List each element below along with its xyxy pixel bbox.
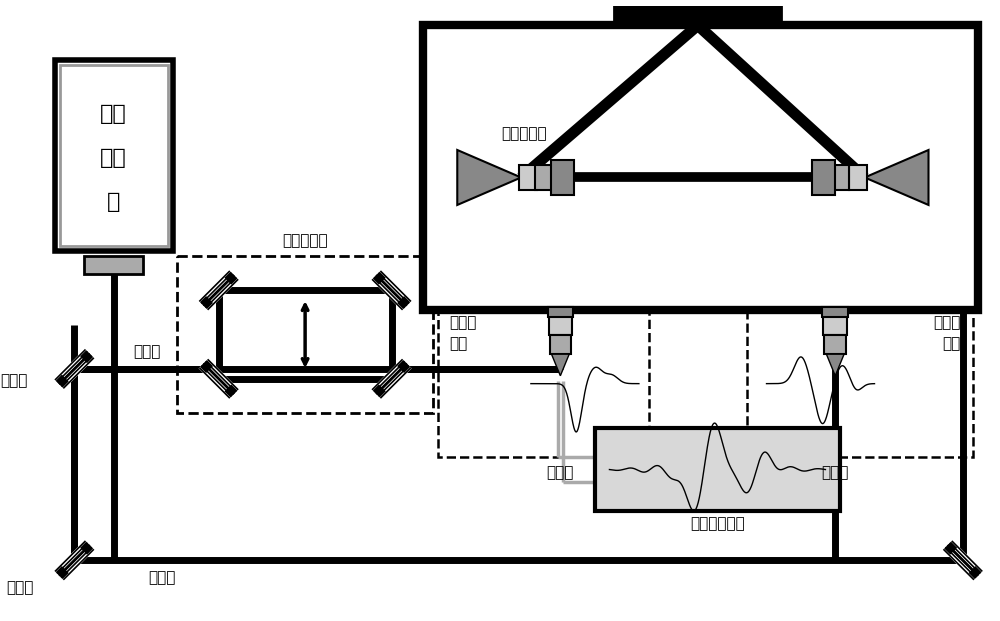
Polygon shape (826, 354, 844, 376)
Bar (84, 256, 143, 274)
Bar (595, 428, 840, 511)
Text: 器: 器 (107, 192, 120, 212)
Bar (849, 165, 867, 190)
Text: 反射镜: 反射镜 (7, 581, 34, 596)
Text: 光电导
天线: 光电导 天线 (934, 315, 961, 351)
Text: 飞秒: 飞秒 (100, 104, 127, 124)
Bar (823, 315, 847, 335)
Bar (177, 256, 433, 413)
Bar (614, 0, 781, 25)
Bar (60, 65, 168, 246)
Polygon shape (457, 150, 521, 205)
Bar (822, 307, 848, 317)
Text: 泵浦光: 泵浦光 (148, 571, 175, 586)
Text: 发射源: 发射源 (822, 465, 849, 480)
Bar (831, 165, 849, 190)
Text: 探测源: 探测源 (547, 465, 574, 480)
Polygon shape (552, 354, 569, 376)
Bar (550, 335, 571, 354)
Text: 探测光: 探测光 (133, 344, 161, 359)
Bar (549, 315, 572, 335)
Text: 离轴剖物镜: 离轴剖物镜 (501, 126, 547, 141)
Bar (824, 335, 846, 354)
Bar (519, 165, 537, 190)
Text: 激光: 激光 (100, 148, 127, 168)
Polygon shape (865, 150, 929, 205)
Bar (551, 160, 574, 195)
Text: 光电导
天线: 光电导 天线 (449, 315, 477, 351)
Bar (812, 160, 835, 195)
Text: 分光镜: 分光镜 (0, 373, 27, 388)
Bar (747, 305, 973, 457)
Text: 光学延迟线: 光学延迟线 (282, 233, 328, 248)
Bar (548, 307, 573, 317)
Text: 采集控制模块: 采集控制模块 (690, 516, 745, 531)
Bar (438, 305, 649, 457)
Bar (55, 60, 173, 251)
Bar (423, 25, 978, 310)
Bar (535, 165, 553, 190)
